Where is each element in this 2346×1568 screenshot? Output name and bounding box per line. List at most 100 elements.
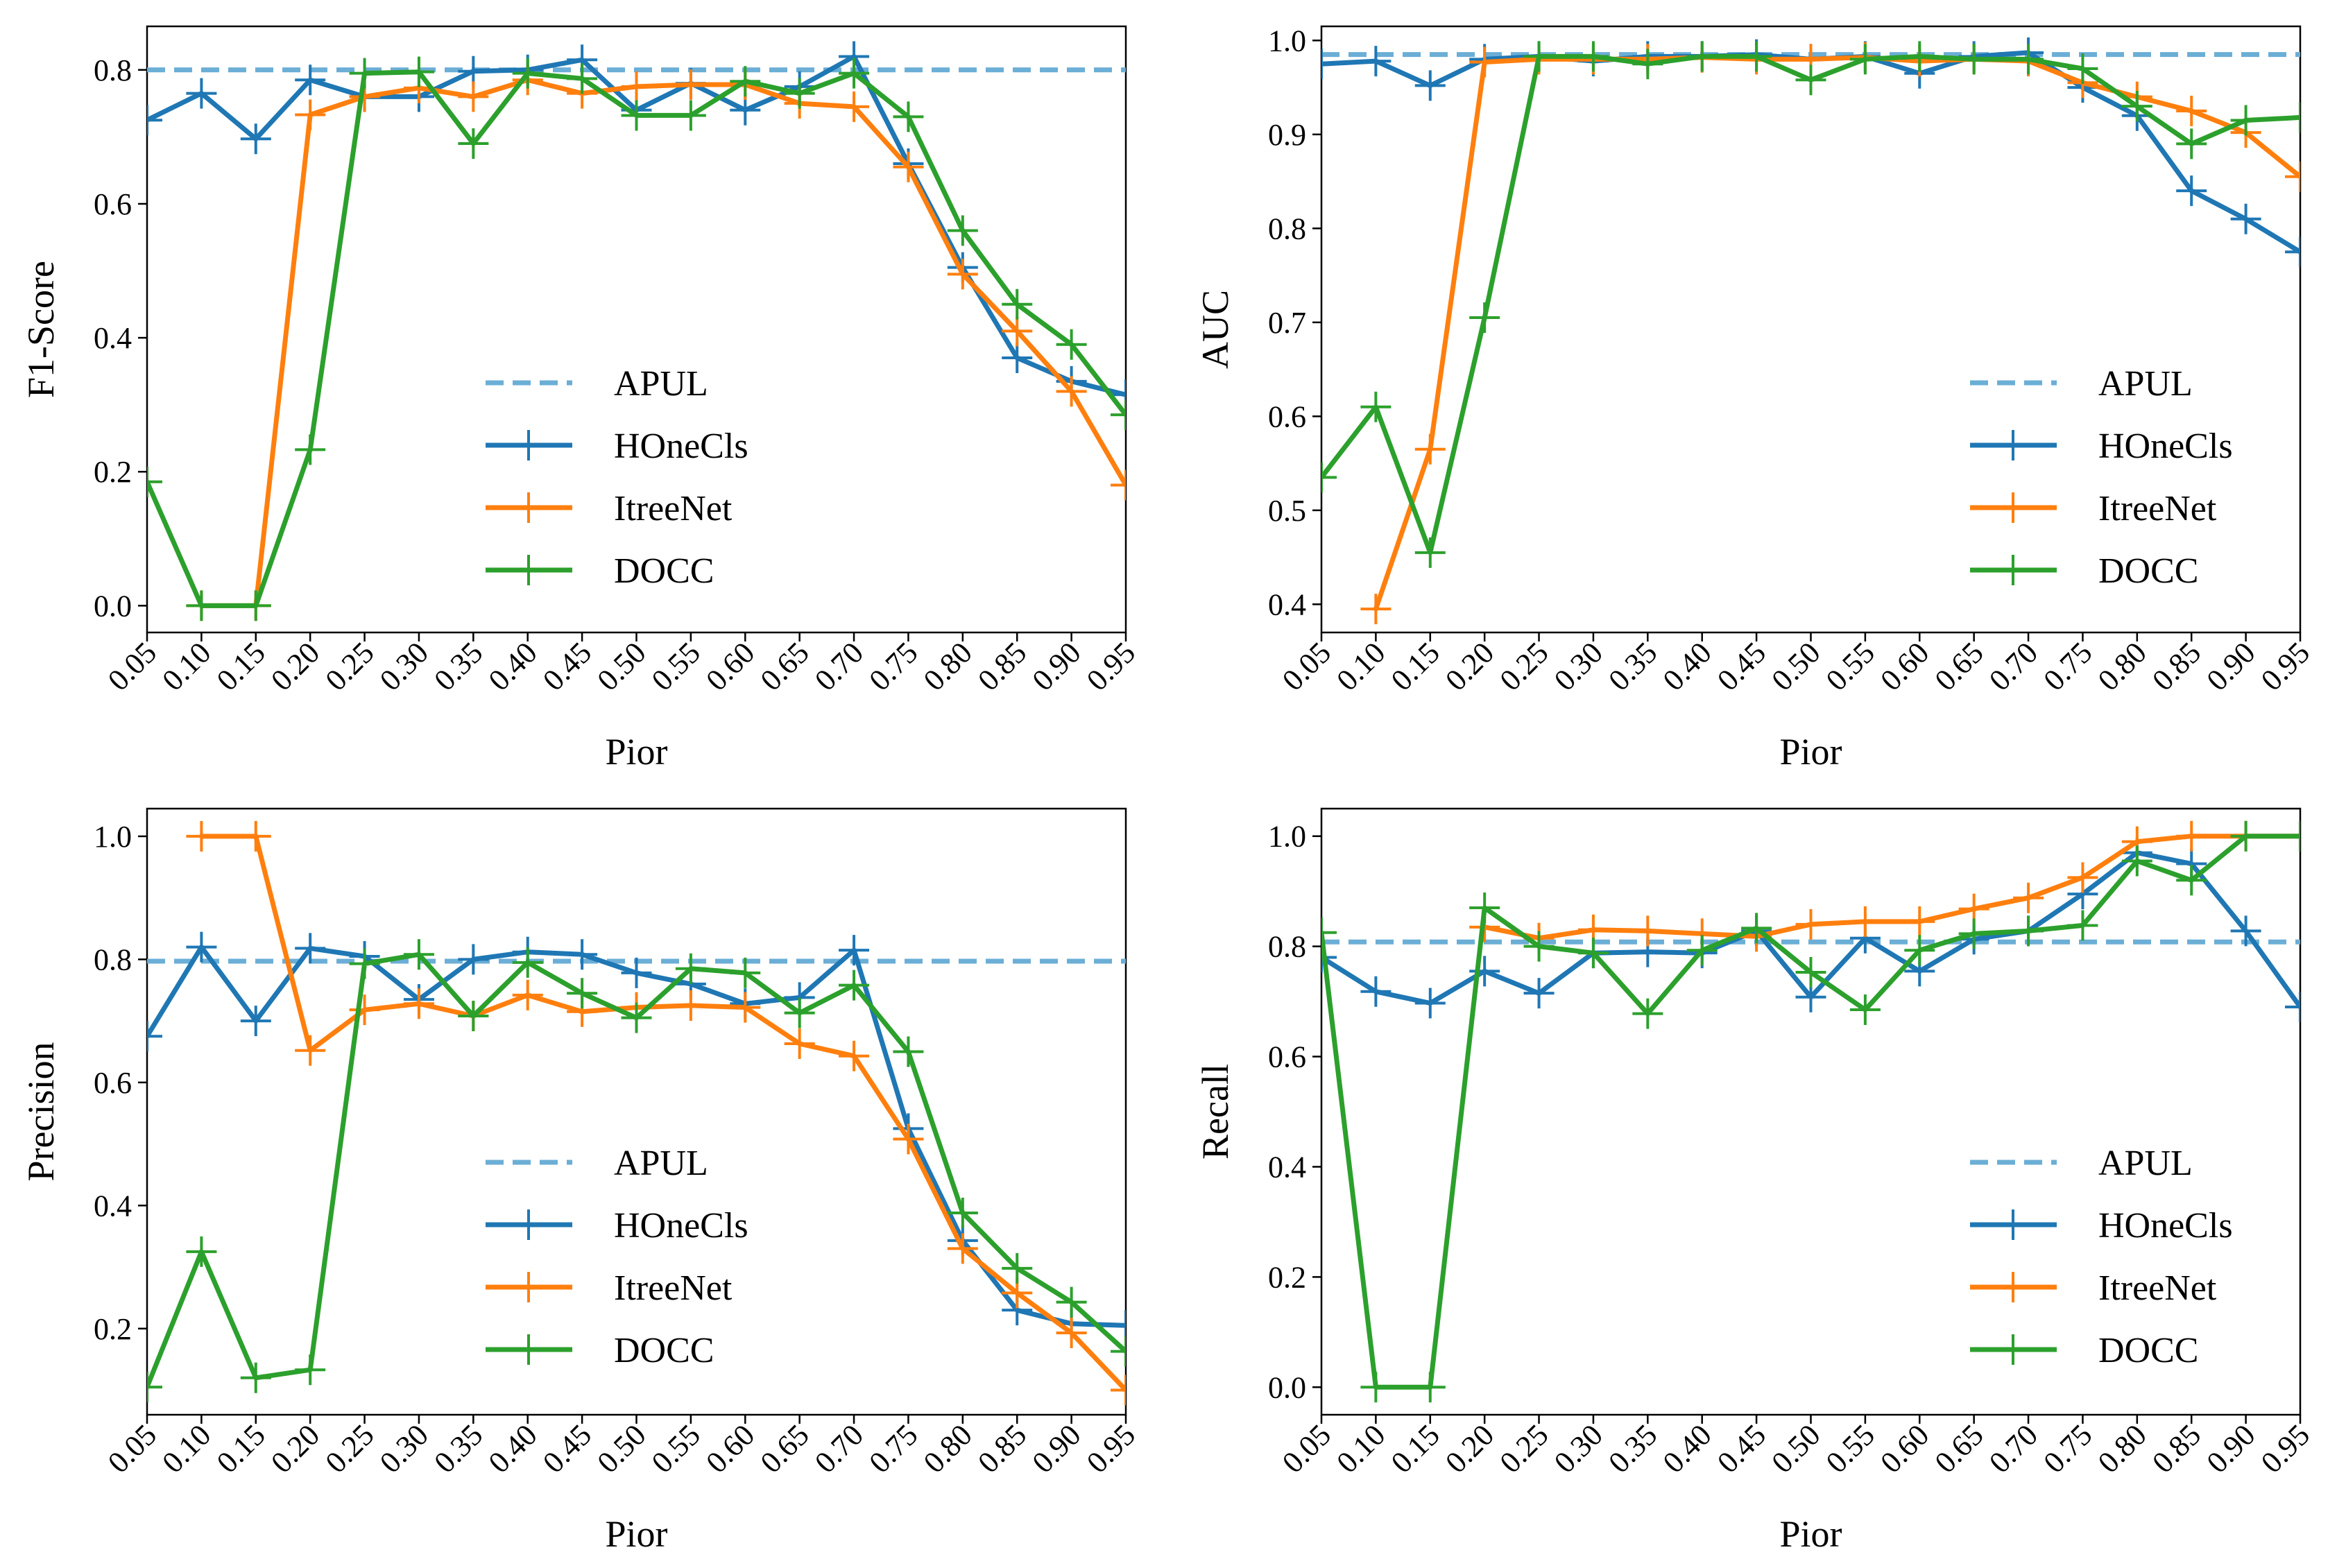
- y-axis-label: F1-Score: [20, 261, 62, 398]
- data-point-itreenet: [893, 151, 924, 182]
- data-point-itreenet: [1414, 433, 1446, 465]
- y-axis-label: AUC: [1195, 290, 1236, 369]
- legend-marker-docc: [1998, 555, 2028, 585]
- data-point-docc: [839, 58, 870, 89]
- data-point-honecls: [458, 944, 489, 975]
- data-point-itreenet: [295, 1035, 326, 1066]
- data-point-honecls: [730, 94, 761, 126]
- x-tick-label: 0.65: [754, 635, 816, 697]
- data-point-docc: [1632, 998, 1663, 1029]
- chart-panel-2: 0.4 0.5 0.6 0.7 0.8 0.9 1.0 0.050.100.150.200.2…: [1195, 24, 2316, 773]
- data-point-docc: [240, 1362, 271, 1393]
- data-point-docc: [621, 1002, 652, 1033]
- data-point-docc: [1414, 537, 1446, 568]
- x-tick-label: 0.60: [699, 1418, 761, 1479]
- data-point-honecls: [1414, 70, 1446, 101]
- series-line-docc: [1321, 53, 2300, 555]
- plot-area: [147, 41, 1126, 621]
- data-point-itreenet: [1056, 1317, 1087, 1348]
- data-point-honecls: [1002, 343, 1033, 374]
- data-point-docc: [1360, 391, 1392, 422]
- data-point-docc: [730, 66, 761, 97]
- data-point-itreenet: [2013, 882, 2044, 913]
- x-tick-label: 0.95: [1080, 635, 1142, 697]
- legend-label-docc: DOCC: [614, 551, 714, 591]
- y-tick-label: 0.8: [1268, 930, 1306, 964]
- legend-label-docc: DOCC: [2098, 1331, 2198, 1370]
- data-point-docc: [1002, 1252, 1033, 1284]
- x-tick-label: 0.45: [536, 635, 598, 697]
- legend-label-docc: DOCC: [614, 1331, 714, 1370]
- legend-label-itreenet: ItreeNet: [614, 1268, 733, 1308]
- plot-area: [1321, 37, 2300, 625]
- x-tick-label: 0.95: [2254, 1418, 2316, 1479]
- series-line-itreenet: [198, 77, 1126, 608]
- data-point-docc: [2230, 105, 2261, 136]
- data-point-itreenet: [839, 91, 870, 122]
- y-tick-label: 0.0: [94, 589, 132, 623]
- data-point-honecls: [186, 931, 217, 963]
- chart-panel-1: 0.00.20.40.60.80.050.100.150.200.250.300…: [20, 25, 1142, 773]
- data-point-honecls: [839, 935, 870, 966]
- data-point-honecls: [2285, 992, 2300, 1023]
- legend-label-itreenet: ItreeNet: [614, 489, 733, 528]
- data-point-honecls: [1523, 978, 1555, 1009]
- x-tick-label: 0.75: [862, 1418, 924, 1479]
- y-tick-label: 0.8: [94, 942, 132, 976]
- x-tick-label: 0.05: [1276, 1418, 1337, 1479]
- data-point-docc: [2176, 128, 2207, 160]
- data-point-docc: [1056, 329, 1087, 360]
- data-point-itreenet: [1904, 906, 1935, 937]
- data-point-docc: [295, 434, 326, 465]
- data-point-honecls: [2230, 915, 2261, 947]
- data-point-docc: [1577, 41, 1609, 72]
- data-point-honecls: [240, 1006, 271, 1037]
- x-tick-label: 0.30: [1548, 635, 1609, 697]
- data-point-itreenet: [1002, 316, 1033, 347]
- y-tick-label: 0.8: [94, 53, 132, 87]
- data-point-docc: [458, 1001, 489, 1032]
- chart-panel-4: 0.00.20.40.60.81.00.050.100.150.200.250.…: [1195, 807, 2316, 1555]
- data-point-itreenet: [675, 990, 706, 1021]
- y-tick-label: 0.0: [1268, 1370, 1306, 1404]
- data-point-docc: [1741, 913, 1772, 944]
- x-tick-label: 0.90: [2200, 1418, 2262, 1479]
- data-point-itreenet: [295, 99, 326, 130]
- legend: APUL HOneCls ItreeNet DOCC: [486, 1144, 748, 1370]
- x-tick-label: 0.45: [536, 1418, 598, 1479]
- y-tick-label: 0.6: [1268, 1040, 1306, 1074]
- data-point-honecls: [1360, 46, 1392, 77]
- data-point-docc: [2230, 820, 2261, 852]
- x-tick-label: 0.80: [917, 1418, 979, 1479]
- data-point-itreenet: [947, 259, 978, 290]
- x-tick-label: 0.70: [1983, 635, 2044, 697]
- x-tick-label: 0.95: [1080, 1418, 1142, 1479]
- x-tick-label: 0.65: [1928, 635, 1990, 697]
- x-tick-label: 0.70: [808, 1418, 870, 1479]
- data-point-honecls: [186, 78, 217, 109]
- x-tick-label: 0.30: [1548, 1418, 1609, 1479]
- legend-marker-itreenet: [1998, 492, 2028, 523]
- legend-marker-itreenet: [513, 492, 544, 523]
- x-axis-label: Pior: [605, 731, 667, 773]
- x-tick-label: 0.05: [1276, 635, 1337, 697]
- data-point-docc: [458, 128, 489, 160]
- data-point-itreenet: [1849, 906, 1881, 937]
- legend-label-apul: APUL: [2098, 364, 2193, 404]
- data-point-itreenet: [1360, 594, 1392, 625]
- x-tick-label: 0.85: [971, 1418, 1033, 1479]
- x-axis-label: Pior: [1779, 1513, 1842, 1555]
- x-tick-label: 0.25: [319, 635, 381, 697]
- series-line-itreenet: [1482, 834, 2300, 941]
- x-tick-label: 0.45: [1711, 635, 1772, 697]
- data-point-docc: [1056, 1286, 1087, 1318]
- x-tick-label: 0.15: [210, 635, 272, 697]
- data-point-docc: [2285, 102, 2300, 133]
- data-point-docc: [1849, 44, 1881, 75]
- data-point-itreenet: [240, 820, 271, 852]
- legend-marker-docc: [1998, 1334, 2028, 1365]
- legend-label-honecls: HOneCls: [2098, 427, 2233, 466]
- data-point-docc: [1904, 935, 1935, 966]
- data-point-honecls: [2176, 175, 2207, 207]
- data-point-honecls: [147, 105, 162, 136]
